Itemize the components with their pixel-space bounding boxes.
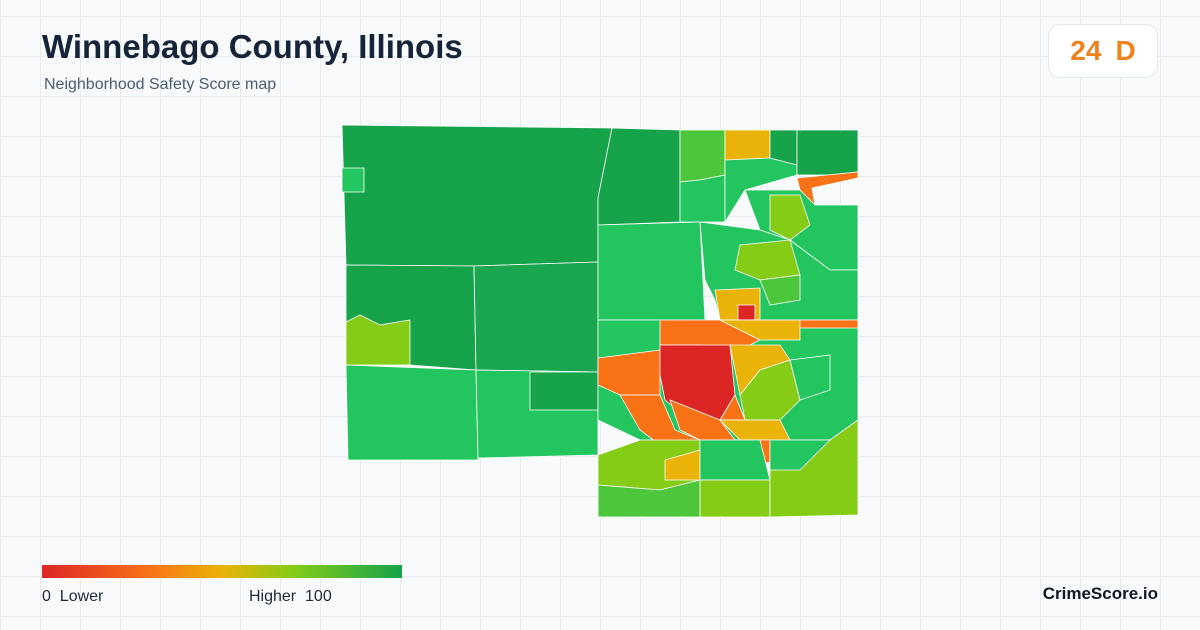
title: Winnebago County, Illinois: [42, 28, 463, 65]
legend-gradient: [42, 565, 402, 578]
regions: [341, 124, 859, 518]
legend-min-label: Lower: [59, 588, 104, 605]
legend-min-value: 0: [42, 588, 51, 605]
legend-max-label: Higher: [249, 588, 297, 605]
subtitle: Neighborhood Safety Score map: [44, 76, 277, 93]
legend-max-value: 100: [305, 588, 332, 605]
score-value: 24: [1070, 35, 1102, 66]
legend-min: 0 Lower: [42, 588, 103, 606]
brand: CrimeScore.io: [1042, 584, 1158, 603]
legend-max: Higher 100: [249, 588, 332, 606]
score-badge: 24 D: [1048, 24, 1158, 78]
score-grade: D: [1115, 35, 1136, 66]
